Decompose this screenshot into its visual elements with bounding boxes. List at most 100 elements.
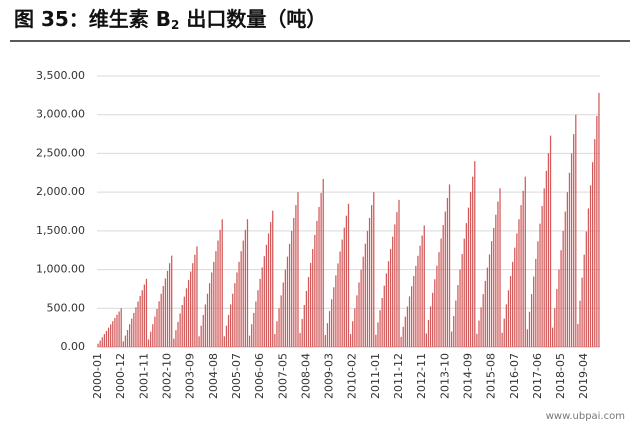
bar: [518, 219, 520, 347]
bar: [438, 252, 440, 347]
bar: [535, 258, 537, 347]
bar: [530, 294, 533, 347]
bar: [341, 239, 343, 347]
bar: [577, 323, 579, 347]
bar: [512, 261, 514, 347]
bar: [299, 332, 301, 347]
bar: [524, 176, 526, 347]
bar: [440, 238, 442, 347]
bar: [103, 334, 105, 347]
bar: [274, 334, 276, 347]
bar: [547, 153, 550, 347]
x-tick-label: 2018-05: [554, 353, 567, 399]
x-tick-label: 2005-07: [230, 353, 243, 399]
y-tick-label: 2,000.00: [36, 185, 85, 198]
bar: [211, 272, 213, 347]
bar: [352, 321, 354, 347]
bar: [177, 321, 179, 347]
bar: [282, 282, 284, 347]
bar: [406, 306, 409, 347]
x-tick-label: 2001-11: [137, 353, 150, 399]
bar: [360, 269, 362, 347]
x-tick-label: 2016-07: [508, 353, 521, 399]
x-tick-label: 2002-10: [161, 353, 174, 399]
x-tick-label: 2000-01: [91, 353, 104, 399]
bar: [156, 308, 158, 347]
bar: [286, 256, 289, 347]
bar: [425, 333, 428, 347]
bar: [507, 290, 510, 347]
bar: [434, 279, 436, 347]
bar: [404, 316, 406, 347]
bar: [183, 296, 185, 347]
bar: [105, 330, 108, 347]
bar: [238, 261, 240, 347]
bar: [288, 243, 291, 347]
bar: [579, 300, 581, 347]
bar: [533, 276, 535, 347]
bar: [320, 192, 322, 347]
bar: [145, 278, 148, 347]
bar: [309, 262, 312, 347]
bar: [364, 243, 366, 347]
bar: [366, 230, 369, 347]
bar: [168, 263, 171, 347]
bar: [135, 307, 137, 347]
bar: [375, 334, 377, 347]
bar: [194, 254, 196, 347]
bar: [444, 211, 446, 347]
bar: [263, 256, 265, 347]
bar: [337, 263, 339, 347]
bar: [560, 250, 562, 347]
bar: [564, 211, 566, 347]
bar: [480, 307, 482, 347]
bar: [99, 340, 101, 347]
bar: [152, 324, 154, 347]
bar: [124, 335, 127, 347]
bar: [587, 208, 590, 347]
bar: [97, 343, 99, 347]
bar: [101, 337, 103, 347]
y-tick-label: 0.00: [61, 340, 86, 353]
bar: [556, 288, 558, 347]
bar: [488, 254, 491, 347]
bar: [316, 220, 318, 347]
bar: [583, 254, 585, 347]
bar: [552, 327, 554, 347]
bar: [448, 184, 451, 347]
bar: [175, 330, 177, 347]
bar: [450, 331, 453, 347]
bar: [166, 270, 169, 347]
bar: [484, 280, 486, 347]
bar: [128, 324, 131, 347]
x-tick-label: 2011-12: [392, 353, 405, 399]
bar: [322, 178, 324, 347]
y-tick-label: 3,500.00: [36, 69, 85, 82]
bar: [419, 245, 421, 347]
bar: [358, 282, 360, 347]
bar: [137, 301, 139, 347]
y-tick-label: 2,500.00: [36, 146, 85, 159]
bar: [478, 320, 480, 347]
y-tick-label: 1,000.00: [36, 263, 85, 276]
bar: [225, 325, 228, 347]
bar: [495, 214, 497, 347]
bar: [463, 238, 465, 347]
bar: [257, 290, 259, 347]
bar: [373, 192, 375, 347]
bar: [223, 336, 225, 347]
bar: [499, 188, 501, 347]
bar: [232, 293, 234, 347]
bar: [192, 263, 194, 347]
bar: [349, 334, 352, 347]
bar: [592, 162, 594, 347]
bar: [116, 314, 118, 347]
bar: [503, 318, 505, 347]
bar: [347, 203, 350, 347]
bar: [331, 299, 333, 347]
bar: [398, 199, 400, 347]
bar: [301, 318, 303, 347]
x-tick-label: 2019-04: [577, 353, 590, 399]
bar: [280, 295, 282, 347]
bar: [562, 230, 564, 347]
